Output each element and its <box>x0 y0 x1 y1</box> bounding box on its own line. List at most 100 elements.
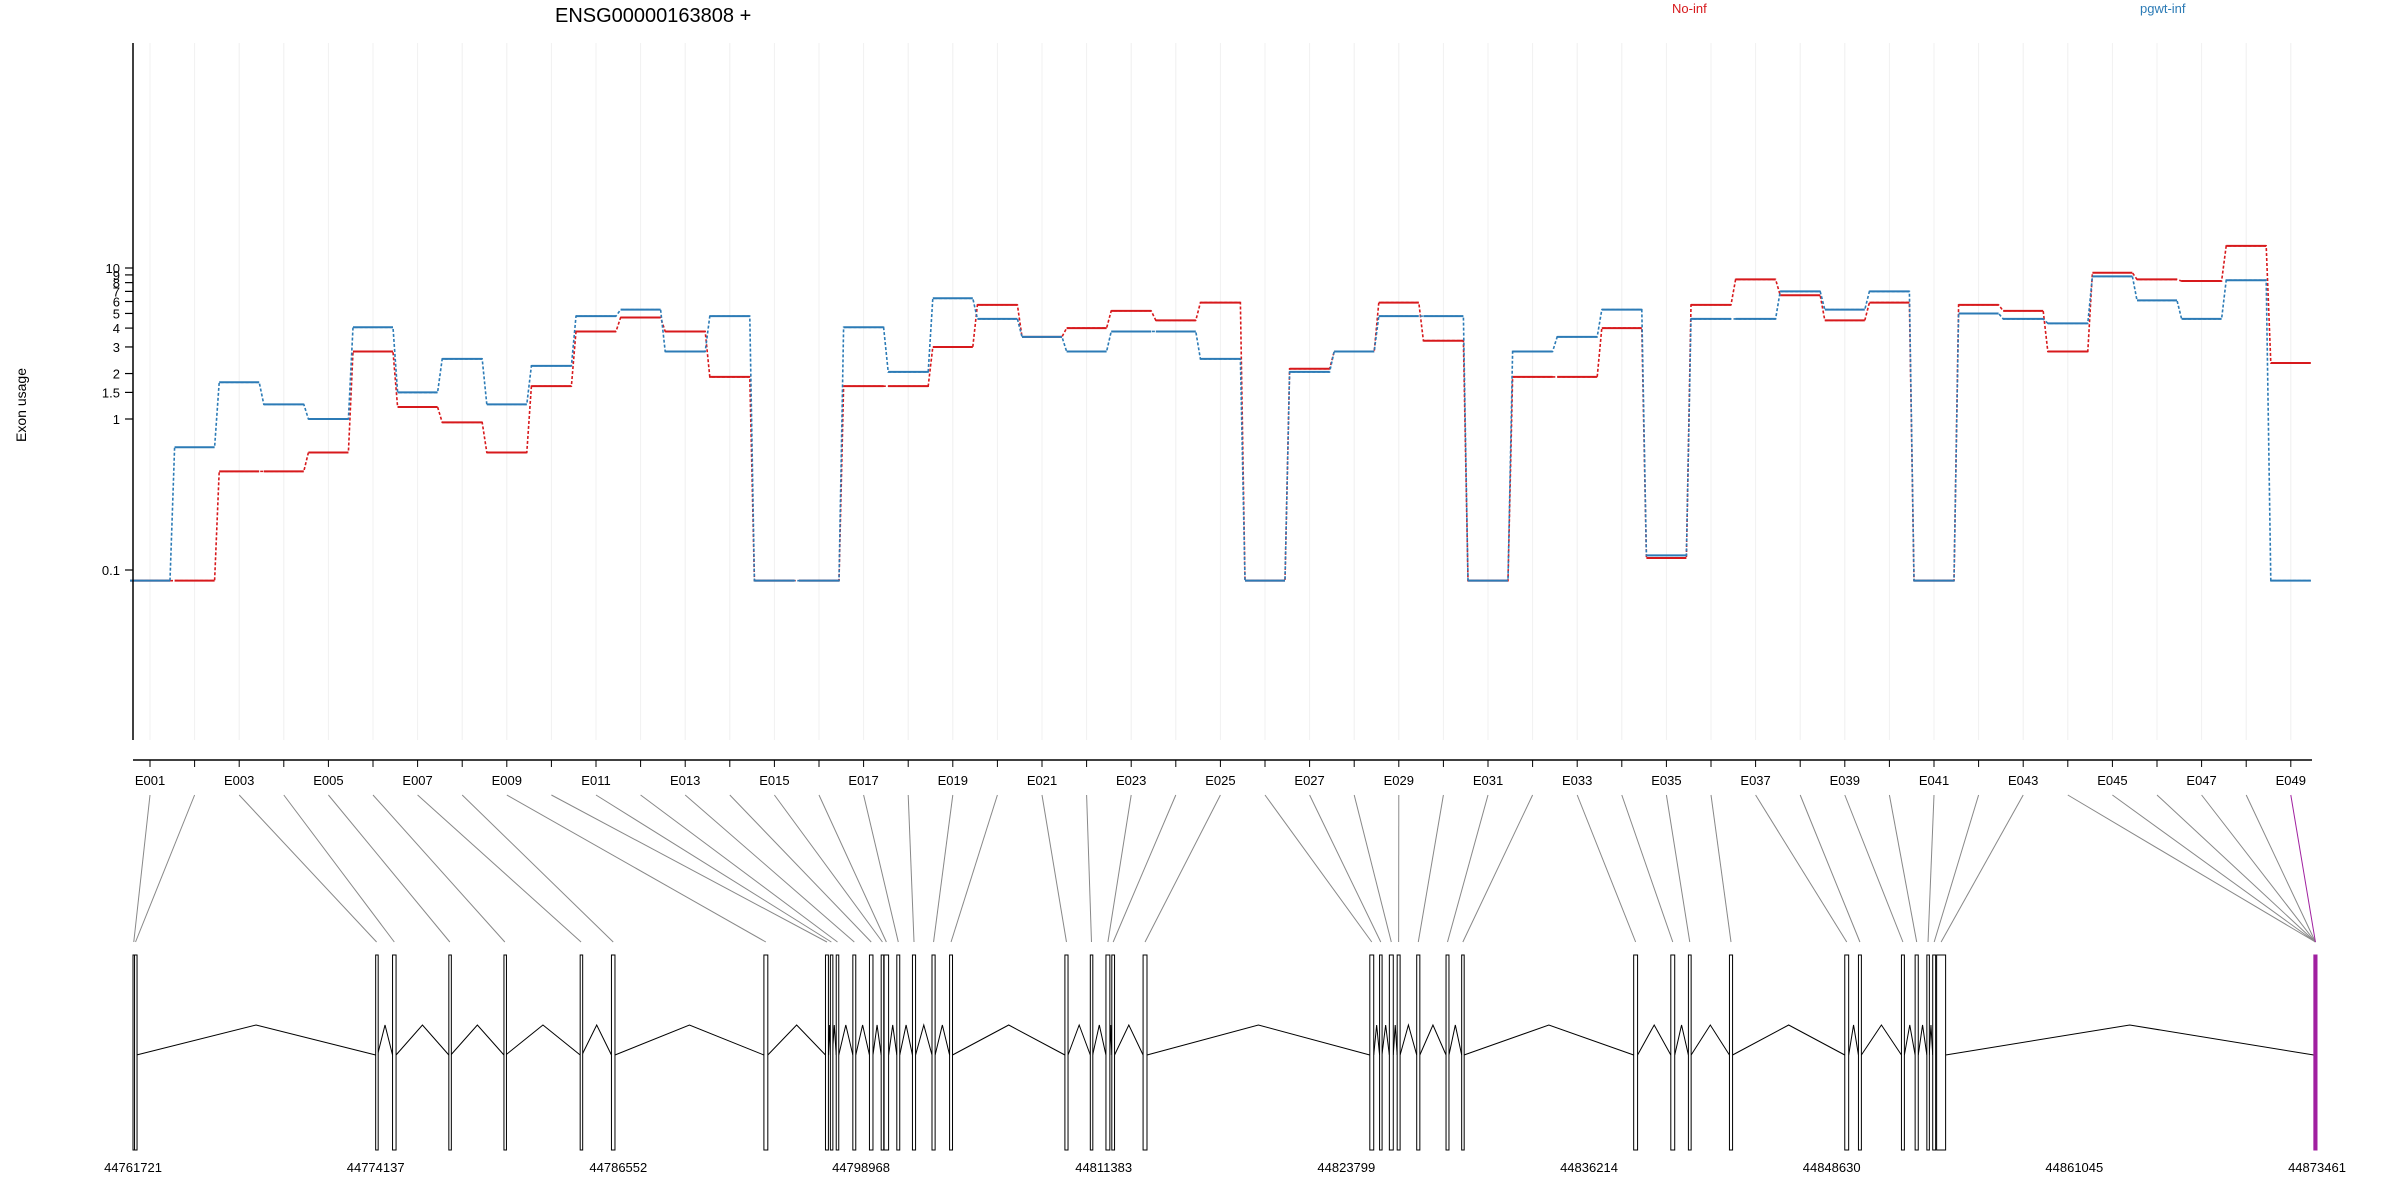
exon-box <box>1445 954 1450 1151</box>
x-tick-label: E033 <box>1562 773 1592 788</box>
y-tick-label: 3 <box>113 340 120 355</box>
exon-connector <box>372 794 506 943</box>
x-ticks: E001 E003 E005 E007 E009 E011 E013 E015 E017 E019… <box>135 760 2306 788</box>
exon-connector <box>863 794 899 943</box>
genomic-tick-label: 44823799 <box>1317 1160 1375 1175</box>
exon-connector <box>1799 794 1861 943</box>
intron <box>1399 1023 1418 1056</box>
exon-box <box>392 954 397 1151</box>
exon-connector <box>1353 794 1392 943</box>
exon-box <box>610 954 616 1151</box>
x-tick-label: E039 <box>1830 773 1860 788</box>
exon-connector <box>640 794 838 943</box>
exon-connector <box>238 794 377 943</box>
exon-connector <box>1940 794 2024 943</box>
genomic-tick-label: 44786552 <box>589 1160 647 1175</box>
genomic-tick-label: 44798968 <box>832 1160 890 1175</box>
intron <box>1114 1023 1144 1056</box>
exon-connector <box>1927 794 1935 943</box>
exon-connector <box>551 794 828 943</box>
intron <box>377 1024 394 1056</box>
exon-box <box>852 954 857 1151</box>
exon-box <box>1388 954 1394 1151</box>
x-tick-label: E019 <box>938 773 968 788</box>
exon-box <box>1932 954 1937 1151</box>
exon-box <box>134 954 138 1151</box>
exon-box <box>503 954 507 1151</box>
y-axis-label: Exon usage <box>13 368 29 442</box>
exon-connector <box>684 794 855 943</box>
intron <box>1419 1023 1447 1056</box>
axes <box>132 43 2312 761</box>
exon-box <box>868 954 874 1151</box>
x-tick-label: E021 <box>1027 773 1057 788</box>
y-tick-label: 7 <box>113 284 120 299</box>
intron <box>1092 1024 1107 1056</box>
intron <box>450 1024 505 1056</box>
exon-connector <box>1107 794 1132 943</box>
intron <box>505 1024 581 1056</box>
intron <box>1067 1023 1091 1056</box>
genomic-tick-label: 44774137 <box>347 1160 405 1175</box>
exon-connector <box>1086 794 1092 943</box>
x-tick-label: E023 <box>1116 773 1146 788</box>
y-tick-label: 1.5 <box>102 385 120 400</box>
exon-connector <box>1621 794 1674 943</box>
y-tick-label: 4 <box>113 321 120 336</box>
intron <box>855 1024 870 1056</box>
exon-connector <box>2290 794 2316 943</box>
exon-connector <box>328 794 451 943</box>
intron <box>395 1024 450 1056</box>
exon-box <box>1687 954 1692 1151</box>
exon-box <box>1900 954 1905 1151</box>
x-tick-label: E007 <box>402 773 432 788</box>
genomic-axis-labels: 44761721 44774137 44786552 44798968 44811383… <box>104 1160 2346 1175</box>
exon-box <box>896 954 901 1151</box>
genomic-tick-label: 44836214 <box>1560 1160 1618 1175</box>
exon-box <box>1396 954 1401 1151</box>
intron <box>1945 1024 2314 1056</box>
exon-connector <box>2156 794 2316 943</box>
y-tick-label: 5 <box>113 306 120 321</box>
intron <box>1732 1024 1846 1056</box>
x-tick-label: E009 <box>492 773 522 788</box>
genomic-tick-label: 44811383 <box>1075 1160 1132 1175</box>
x-tick-label: E031 <box>1473 773 1503 788</box>
exon-box <box>883 954 890 1151</box>
intron <box>767 1024 826 1056</box>
intron <box>1637 1023 1672 1056</box>
x-tick-label: E003 <box>224 773 254 788</box>
x-tick-label: E025 <box>1205 773 1235 788</box>
exon-box <box>579 954 584 1151</box>
exon-box <box>1844 954 1850 1151</box>
exon-box <box>1111 954 1116 1151</box>
x-tick-label: E001 <box>135 773 165 788</box>
gene-model <box>132 954 2318 1151</box>
exon-connector <box>1309 794 1382 943</box>
exon-connector <box>1755 794 1848 943</box>
exon-box <box>1461 954 1465 1151</box>
series-layer <box>130 244 2311 582</box>
exon-connector <box>461 794 614 943</box>
exon-connector <box>933 794 954 943</box>
intron <box>1373 1024 1381 1056</box>
x-tick-label: E011 <box>581 773 610 788</box>
x-tick-label: E045 <box>2097 773 2127 788</box>
y-tick-label: 0.1 <box>102 563 120 578</box>
intron <box>1690 1024 1730 1056</box>
exon-box <box>1670 954 1676 1151</box>
x-tick-label: E015 <box>759 773 789 788</box>
x-tick-label: E013 <box>670 773 700 788</box>
y-tick-label: 9 <box>113 268 120 283</box>
exon-box <box>949 954 954 1151</box>
x-tick-label: E047 <box>2186 773 2216 788</box>
exon-connector <box>773 794 883 943</box>
exon-connector <box>417 794 582 943</box>
intron <box>1463 1024 1634 1056</box>
intron <box>838 1024 854 1056</box>
exon-box <box>1936 954 1947 1151</box>
exon-connector <box>2201 794 2316 943</box>
exon-connector <box>133 794 151 943</box>
x-tick-label: E043 <box>2008 773 2038 788</box>
